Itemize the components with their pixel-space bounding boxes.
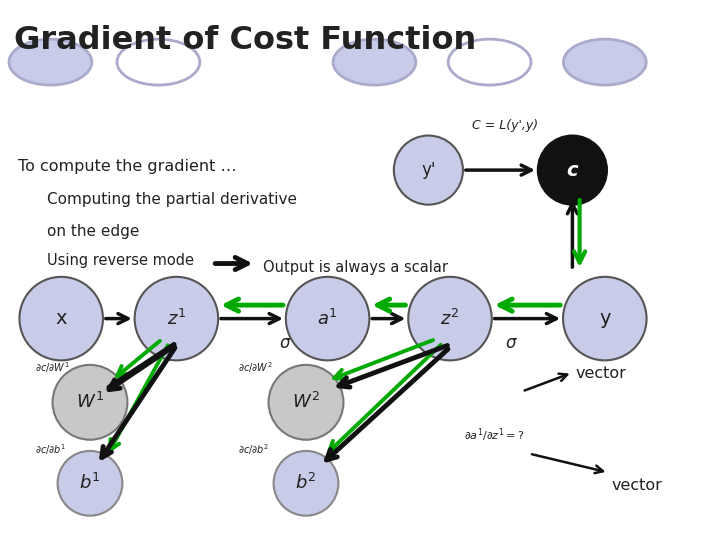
Text: $\partial c/\partial b^2$: $\partial c/\partial b^2$ — [238, 443, 269, 457]
Text: σ: σ — [506, 334, 516, 352]
Text: $a^1$: $a^1$ — [318, 308, 338, 329]
Text: $\partial a^1/\partial z^1 = ?$: $\partial a^1/\partial z^1 = ?$ — [464, 427, 525, 444]
Text: $b^2$: $b^2$ — [295, 473, 317, 494]
Text: C = L(y',y): C = L(y',y) — [472, 119, 538, 132]
Text: Gradient of Cost Function: Gradient of Cost Function — [14, 25, 477, 56]
Text: vector: vector — [612, 478, 663, 493]
Text: Using reverse mode: Using reverse mode — [47, 253, 194, 268]
Text: on the edge: on the edge — [47, 224, 139, 239]
Circle shape — [19, 277, 103, 360]
Circle shape — [408, 277, 492, 360]
Circle shape — [58, 451, 122, 516]
Circle shape — [274, 451, 338, 516]
Ellipse shape — [563, 39, 647, 85]
Circle shape — [53, 365, 127, 440]
Text: $\partial c/\partial b^1$: $\partial c/\partial b^1$ — [35, 443, 66, 457]
Text: $\partial c/\partial W^1$: $\partial c/\partial W^1$ — [35, 361, 69, 375]
Text: y: y — [599, 309, 611, 328]
Ellipse shape — [333, 39, 416, 85]
Circle shape — [394, 136, 463, 205]
Text: $W^2$: $W^2$ — [292, 392, 320, 413]
Circle shape — [538, 136, 607, 205]
Text: $\partial c/\partial W^2$: $\partial c/\partial W^2$ — [238, 361, 272, 375]
Text: c: c — [567, 160, 578, 180]
Text: σ: σ — [279, 334, 289, 352]
Text: y': y' — [421, 161, 436, 179]
Text: $z^1$: $z^1$ — [167, 308, 186, 329]
Text: vector: vector — [576, 366, 627, 381]
Text: $W^1$: $W^1$ — [76, 392, 104, 413]
Circle shape — [135, 277, 218, 360]
Ellipse shape — [9, 39, 92, 85]
Text: To compute the gradient …: To compute the gradient … — [18, 159, 237, 174]
Circle shape — [563, 277, 647, 360]
Text: $z^2$: $z^2$ — [441, 308, 459, 329]
Text: Output is always a scalar: Output is always a scalar — [263, 260, 448, 275]
Text: x: x — [55, 309, 67, 328]
Circle shape — [286, 277, 369, 360]
Text: $b^1$: $b^1$ — [79, 473, 101, 494]
Circle shape — [269, 365, 343, 440]
Text: Computing the partial derivative: Computing the partial derivative — [47, 192, 297, 207]
